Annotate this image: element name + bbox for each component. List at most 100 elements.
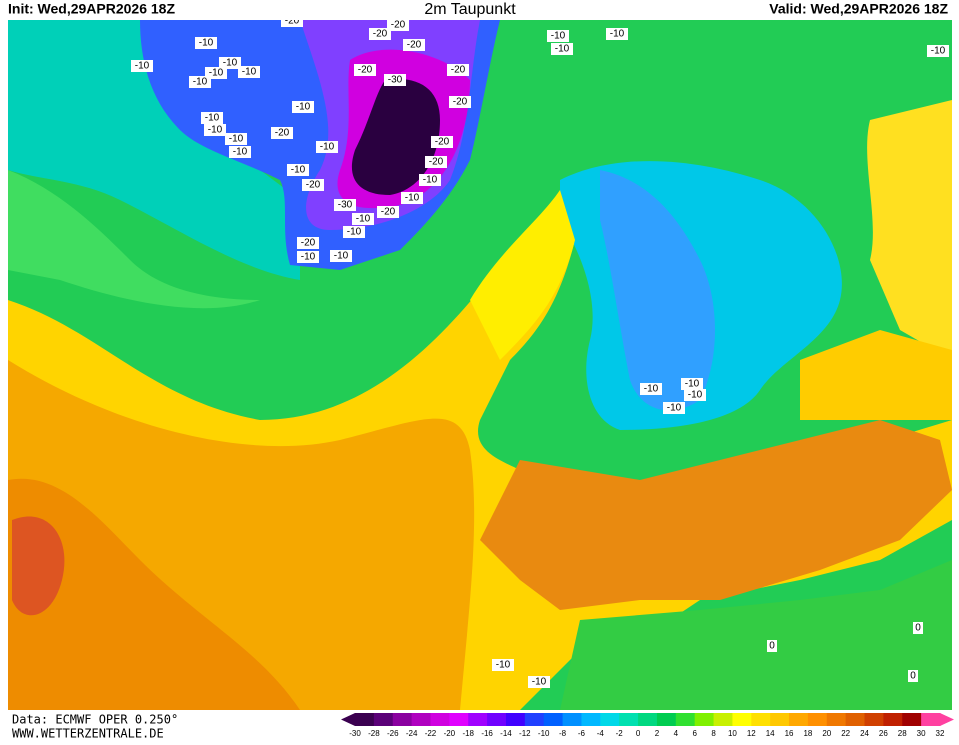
colorbar-swatch (562, 713, 582, 726)
contour-label-box (377, 206, 399, 218)
colorbar-swatch (581, 713, 601, 726)
contour-label: -10 (320, 142, 335, 153)
field-north-africa (480, 420, 952, 610)
contour-label: -10 (532, 677, 547, 688)
contour-label: -10 (233, 147, 248, 158)
contour-label-box (297, 237, 319, 249)
contour-label-box (927, 45, 949, 57)
colorbar-tick-label: -14 (500, 729, 512, 738)
colorbar-swatch (770, 713, 790, 726)
contour-label-box (271, 127, 293, 139)
contour-label: -20 (358, 65, 373, 76)
colorbar-swatch (505, 713, 526, 726)
contour-label-box (663, 402, 685, 414)
colorbar-tick-label: -8 (559, 729, 567, 738)
website: WWW.WETTERZENTRALE.DE (12, 727, 164, 741)
colorbar-swatch (751, 713, 771, 726)
colorbar-tick-label: 8 (711, 729, 716, 738)
contour-label: -10 (223, 58, 238, 69)
colorbar-swatch (600, 713, 620, 726)
colorbar-tick-label: 2 (655, 729, 660, 738)
field-europe-blue (600, 170, 715, 411)
contour-label-box (219, 57, 241, 69)
colorbar-swatch (543, 713, 564, 726)
colorbar-swatch (638, 713, 658, 726)
colorbar-tick-label: 22 (841, 729, 850, 738)
field-east-yellow (867, 100, 952, 360)
contour-label: -10 (347, 227, 362, 238)
contour-label-box (684, 389, 706, 401)
contour-label: -10 (229, 134, 244, 145)
field-cyan (8, 20, 300, 280)
colorbar-swatch (355, 713, 375, 726)
contour-label-box (606, 28, 628, 40)
contour-label-box (551, 43, 573, 55)
contour-label: 0 (915, 623, 921, 634)
contour-label-box (292, 101, 314, 113)
contour-label-box (225, 133, 247, 145)
colorbar-swatch (732, 713, 752, 726)
contour-label: -10 (242, 67, 257, 78)
colorbar-tick-label: -20 (444, 729, 456, 738)
contour-label-box (352, 213, 374, 225)
colorbar-tick-label: -28 (368, 729, 380, 738)
colorbar-tick-label: -22 (425, 729, 437, 738)
colorbar-tick-label: 20 (822, 729, 831, 738)
contour-label: -10 (423, 175, 438, 186)
colorbar-swatch (411, 713, 431, 726)
colorbar-tick-label: 4 (674, 729, 679, 738)
contour-label-box (281, 20, 303, 27)
colorbar-tick-label: 12 (747, 729, 756, 738)
contour-label: -10 (193, 77, 208, 88)
contour-label-box (403, 39, 425, 51)
contour-label-box (447, 64, 469, 76)
contour-label-box (229, 146, 251, 158)
field-sahara-green (560, 560, 952, 710)
colorbar-swatch (392, 713, 413, 726)
contour-label: -20 (306, 180, 321, 191)
contour-label-box (384, 74, 406, 86)
contour-label: -10 (334, 251, 349, 262)
contour-label: -20 (301, 238, 316, 249)
colorbar-tick-label: 6 (692, 729, 697, 738)
contour-label-box (316, 141, 338, 153)
contour-label-box (302, 179, 324, 191)
contour-label-box (330, 250, 352, 262)
contour-label-box (354, 64, 376, 76)
contour-label-box (204, 124, 226, 136)
contour-label: -10 (199, 38, 214, 49)
colorbar-arrow-high (940, 713, 954, 726)
contour-label-box (425, 156, 447, 168)
contour-label: -10 (205, 113, 220, 124)
contour-label-box (334, 199, 356, 211)
contour-label-box (908, 670, 918, 682)
colorbar-swatch (430, 713, 450, 726)
contour-label: -10 (301, 252, 316, 263)
contour-label: -30 (388, 75, 403, 86)
colorbar-tick-label: 0 (636, 729, 641, 738)
colorbar-swatch (883, 713, 903, 726)
field-red (12, 516, 65, 616)
contour-label: -20 (391, 20, 406, 31)
contour-label: -10 (688, 390, 703, 401)
contour-label: -20 (435, 137, 450, 148)
contour-label: -10 (356, 214, 371, 225)
colorbar-tick-label: -18 (462, 729, 474, 738)
colorbar: -30 -28 -26 -24 -22 -20 -18 -16 -14 -12 -10 -8 -6 -4-… (341, 713, 954, 738)
contour-label: -10 (296, 102, 311, 113)
contour-label-box (913, 622, 923, 634)
contour-label: -20 (275, 128, 290, 139)
colorbar-tick-label: 24 (860, 729, 869, 738)
colorbar-swatch (487, 713, 507, 726)
contour-label: -10 (644, 384, 659, 395)
colorbar-tick-label: 26 (879, 729, 888, 738)
colorbar-arrow-low (341, 713, 355, 726)
contour-label: -10 (208, 125, 223, 136)
contour-label: -10 (405, 193, 420, 204)
colorbar-tick-label: 18 (803, 729, 812, 738)
colorbar-tick-label: -4 (597, 729, 605, 738)
colorbar-tick-label: -12 (519, 729, 531, 738)
contour-label-box (131, 60, 153, 72)
contour-label: -30 (338, 200, 353, 211)
